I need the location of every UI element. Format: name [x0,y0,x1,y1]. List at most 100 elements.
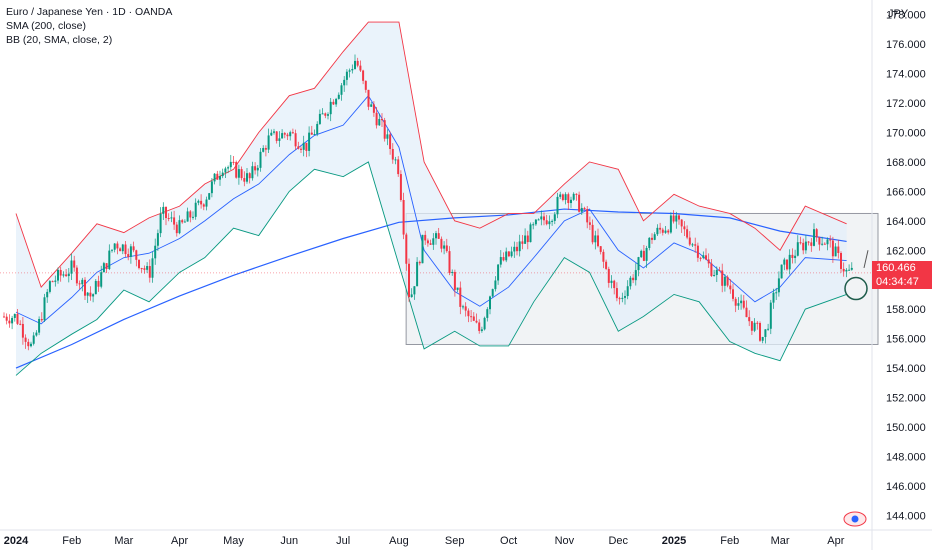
candle-body [243,178,246,182]
candle-body [683,226,686,230]
candle-body [594,235,597,243]
candle-body [256,167,259,171]
bb-lower-line [15,161,847,376]
candle-body [618,298,621,300]
candle-body [686,229,689,238]
candle-body [51,281,54,283]
candle-body [807,241,810,243]
candle-body [529,224,532,243]
candle-body [418,261,421,264]
candle-body [516,246,518,252]
candle-body [81,279,84,285]
candle-body [764,329,767,337]
candle-body [278,138,281,141]
candle-body [831,240,834,257]
annotation-arrow [863,250,869,269]
candle-body [588,222,591,225]
candle-body [583,207,586,210]
candle-body [645,247,648,261]
candle-body [767,328,770,330]
candle-body [19,323,22,325]
sma-legend-label[interactable]: SMA (200, close) [6,20,86,32]
candle-body [48,281,51,292]
candle-body [540,216,543,220]
candle-body [30,343,32,347]
candle-body [518,241,521,252]
y-tick-label: 146.000 [886,481,926,493]
candle-body [570,199,572,204]
candle-body [702,255,705,258]
annotation-circle [844,276,868,301]
candle-body [372,104,375,113]
candle-body [607,268,610,283]
candle-body [57,269,59,281]
candle-body [810,242,813,246]
candle-body [648,237,651,248]
candle-body [167,218,170,220]
candle-body [532,224,535,226]
candle-body [138,259,140,269]
candle-body [459,287,462,307]
candle-body [802,242,805,251]
candle-body [443,245,446,249]
candle-body [545,220,548,225]
candle-body [156,233,159,246]
candle-body [845,269,848,272]
bb-basis-line [15,94,847,325]
bb-legend-label[interactable]: BB (20, SMA, close, 2) [6,34,113,46]
candle-body [456,287,459,290]
candle-body [229,161,232,168]
candle-body [721,270,724,286]
candle-body [572,193,575,200]
candle-body [788,254,791,270]
candle-body [329,101,332,115]
candle-body [421,234,424,264]
candle-body [429,243,432,245]
candle-body [345,71,348,80]
candle-body [478,322,481,331]
candle-body [543,216,545,221]
candle-body [162,206,165,214]
candle-body [475,320,478,323]
candle-body [386,134,389,139]
candle-body [715,270,718,275]
candle-body [834,246,837,257]
candle-body [794,255,797,258]
candle-body [680,219,683,227]
candle-body [513,246,516,252]
candle-body [707,259,710,264]
y-tick-label: 178.000 [886,10,926,22]
candle-body [343,79,346,86]
candle-body [445,245,448,252]
candle-body [148,266,151,278]
y-tick-label: 158.000 [886,304,926,316]
candle-body [578,194,581,212]
candle-body [40,319,43,321]
candle-body [826,239,829,245]
candle-body [116,243,119,249]
candle-body [634,270,637,281]
candle-body [378,118,381,126]
candle-body [89,292,92,297]
candle-body [143,268,146,270]
y-tick-label: 174.000 [886,69,926,81]
candle-body [642,250,645,261]
candle-body [354,60,356,69]
candle-body [656,227,659,235]
candle-body [489,296,491,310]
candle-body [100,272,103,287]
candle-body [192,216,194,218]
candle-body [151,258,154,278]
candle-body [216,173,219,180]
x-tick-label: 2025 [662,535,686,547]
candle-body [821,243,824,245]
candle-body [227,167,230,169]
candle-body [796,242,799,256]
candle-body [111,249,113,251]
y-tick-label: 148.000 [886,451,926,463]
candle-body [205,199,208,207]
candle-body [462,306,464,308]
candle-body [154,245,157,259]
